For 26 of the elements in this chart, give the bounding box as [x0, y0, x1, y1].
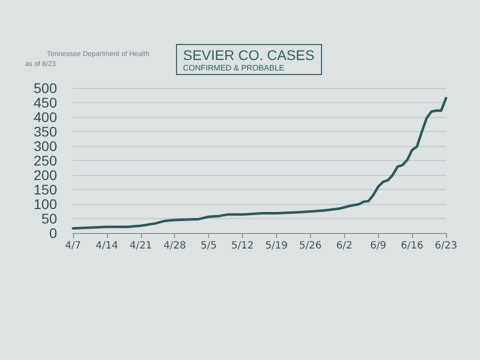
y-tick-label: 100 [34, 196, 58, 212]
y-tick-label: 450 [34, 94, 58, 110]
x-tick-label: 4/14 [96, 240, 118, 252]
x-tick-label: 6/16 [400, 240, 424, 252]
y-tick-label: 0 [49, 225, 58, 241]
y-tick-label: 350 [34, 124, 58, 140]
x-tick-label: 4/21 [130, 240, 152, 252]
x-tick-label: 5/19 [265, 240, 288, 252]
x-tick-label: 6/23 [434, 240, 458, 252]
y-tick-label: 500 [34, 80, 58, 96]
x-tick-label: 6/2 [336, 240, 352, 252]
x-tick-label: 6/9 [370, 240, 386, 252]
y-tick-label: 150 [34, 182, 58, 198]
y-tick-label: 50 [41, 210, 58, 226]
chart-subtitle: CONFIRMED & PROBABLE [183, 64, 284, 72]
line-series [72, 96, 448, 230]
y-tick-label: 200 [34, 167, 58, 183]
y-tick-label: 400 [34, 109, 58, 125]
x-tick-label: 5/12 [231, 240, 254, 252]
x-tick-label: 5/5 [200, 240, 217, 252]
x-tick-label: 4/28 [163, 240, 186, 252]
x-tick-label: 4/7 [64, 240, 82, 252]
y-tick-label: 250 [34, 152, 58, 168]
chart-title: SEVIER CO. CASES [183, 47, 314, 63]
x-tick-label: 5/26 [299, 240, 322, 252]
y-tick-label: 300 [34, 138, 58, 154]
